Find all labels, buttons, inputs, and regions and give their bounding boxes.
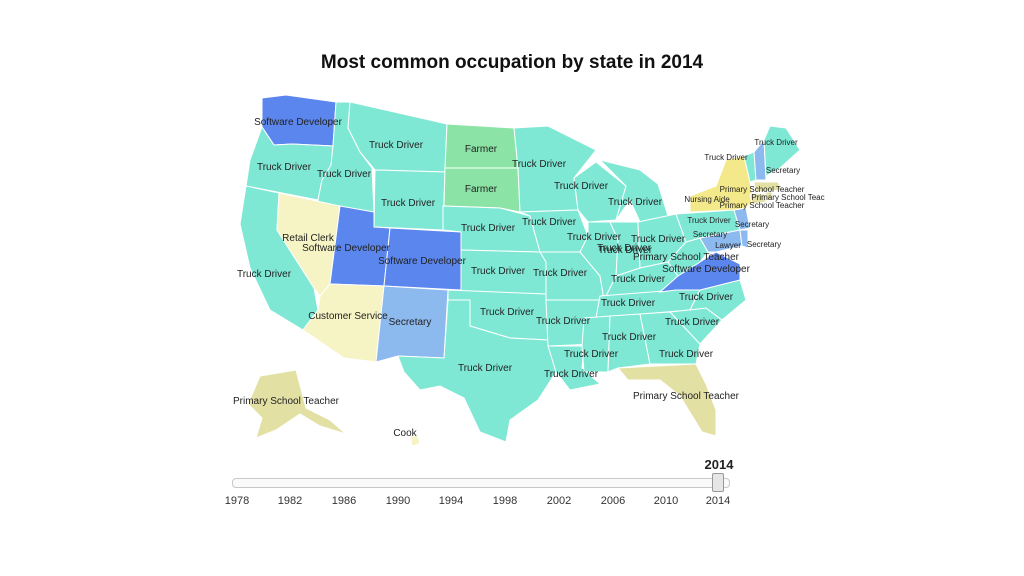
map-title: Most common occupation by state in 2014 [320,52,704,73]
state-ak[interactable] [247,369,347,439]
state-ma[interactable] [753,181,783,193]
year-slider-handle[interactable] [712,473,724,492]
state-nh[interactable] [753,138,767,181]
label-mn: Truck Driver [512,159,567,170]
label-il: Truck Driver [567,232,622,243]
state-al[interactable] [607,313,651,373]
state-me[interactable] [763,125,801,177]
label-ky: Truck Driver [611,274,666,285]
label-ct: Primary School Teacher [720,201,805,210]
state-ri[interactable] [765,191,773,201]
label-mi: Truck Driver [608,197,663,208]
label-nh: Secretary [766,166,800,175]
label-nv: Retail Clerk [282,233,335,244]
state-md[interactable] [699,229,743,253]
label-wi: Truck Driver [554,181,609,192]
state-ga[interactable] [639,311,701,365]
tick-label: 1990 [385,495,411,507]
label-nm: Secretary [389,317,432,328]
label-ar: Truck Driver [536,316,591,327]
states-layer [239,94,801,447]
tick-label: 1982 [277,495,303,507]
labels-layer: Software Developer Truck Driver Farmer F… [233,117,825,439]
label-pa: Truck Driver [687,216,731,225]
label-md: Secretary [693,230,727,239]
label-ma: Primary School Teacher [720,185,805,194]
label-or: Truck Driver [257,162,312,173]
label-oh: Truck Driver [631,234,686,245]
label-mo: Truck Driver [533,268,588,279]
tick-label: 2014 [705,495,731,507]
label-ga: Truck Driver [659,349,714,360]
tick-label: 2010 [653,495,679,507]
label-ks: Truck Driver [471,266,526,277]
state-hi[interactable] [409,435,421,447]
state-tx[interactable] [397,299,557,443]
label-co: Software Developer [378,256,466,267]
tick-label: 2006 [600,495,626,507]
label-ri: Primary School Teac [751,193,824,202]
slider-current-year: 2014 [704,457,734,472]
label-va: Primary School Teacher [633,252,740,263]
label-ut: Software Developer [302,243,390,254]
label-dc: Lawyer [715,241,741,250]
label-ny: Nursing Aide [684,195,730,204]
tick-label: 1994 [438,495,464,507]
label-vt: Truck Driver [704,153,748,162]
label-wa: Software Developer [254,117,342,128]
label-id: Truck Driver [317,169,372,180]
label-va-2: Software Developer [662,264,750,275]
label-ca: Truck Driver [237,269,292,280]
label-me: Truck Driver [754,138,798,147]
label-in: Truck Driver [597,243,652,254]
tick-label: 1998 [492,495,518,507]
label-nc: Truck Driver [679,292,734,303]
label-tn: Truck Driver [601,298,656,309]
label-nd: Farmer [465,144,498,155]
label-ok: Truck Driver [480,307,535,318]
year-slider-track[interactable] [232,478,730,488]
label-ak: Primary School Teacher [233,396,340,407]
label-ms: Truck Driver [564,349,619,360]
tick-label: 1978 [224,495,250,507]
label-ne: Truck Driver [461,223,516,234]
tick-label: 2002 [546,495,572,507]
label-sc: Truck Driver [665,317,720,328]
state-ct[interactable] [749,193,767,205]
label-de: Secretary [747,240,781,249]
label-la: Truck Driver [544,369,599,380]
label-mt: Truck Driver [369,140,424,151]
label-sd: Farmer [465,184,498,195]
state-fl[interactable] [616,363,717,437]
label-wv: Truck Driver [598,245,653,256]
label-az: Customer Service [308,311,388,322]
label-fl: Primary School Teacher [633,391,740,402]
label-ia: Truck Driver [522,217,577,228]
tick-label: 1986 [331,495,357,507]
label-tx: Truck Driver [458,363,513,374]
label-wy: Truck Driver [381,198,436,209]
state-de[interactable] [739,229,749,249]
state-sd[interactable] [443,167,521,213]
label-al: Truck Driver [602,332,657,343]
label-nj: Secretary [735,220,769,229]
label-hi: Cook [393,428,417,439]
state-ms[interactable] [581,315,611,373]
